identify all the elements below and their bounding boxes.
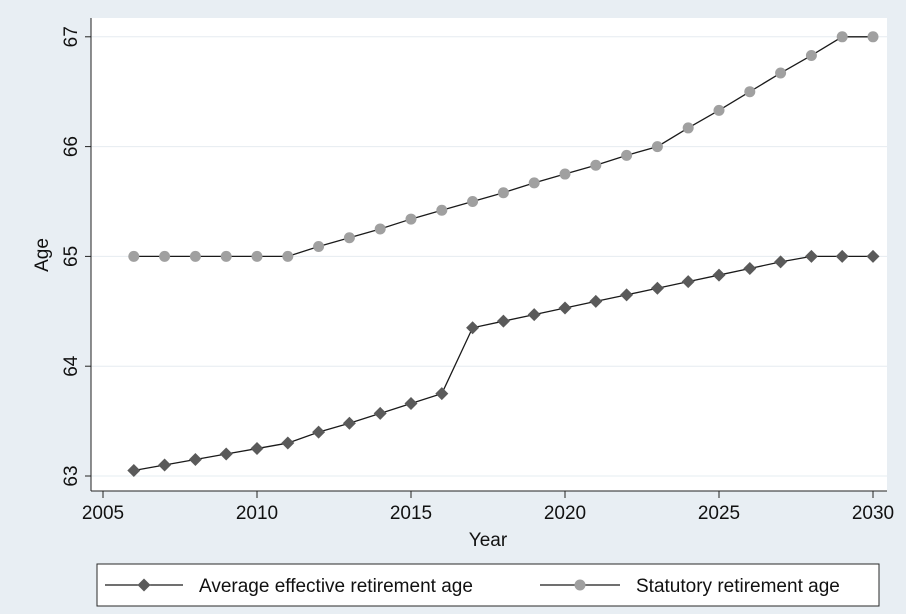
data-point-diamond: [342, 416, 356, 430]
data-point-diamond: [466, 321, 480, 335]
data-point-circle: [867, 31, 879, 43]
axes: 63 64 65 66 67 2005 2010 2015 2020 2025 2030: [61, 18, 894, 524]
data-point-circle: [467, 196, 479, 207]
data-point-circle: [559, 168, 571, 180]
data-point-circle: [497, 187, 509, 199]
y-tick-label: 63: [61, 465, 82, 486]
x-tick-label: 2030: [852, 503, 894, 524]
data-point-circle: [590, 159, 602, 171]
data-point-diamond: [558, 301, 572, 315]
data-point-circle: [405, 213, 417, 225]
y-tick-label: 66: [61, 136, 82, 157]
data-point-diamond: [743, 261, 757, 275]
data-point-circle: [713, 104, 725, 116]
data-point-diamond: [804, 249, 818, 263]
legend-label: Average effective retirement age: [199, 576, 473, 597]
plot-area: [91, 18, 887, 491]
data-point-diamond: [219, 447, 233, 461]
data-point-diamond: [774, 255, 788, 269]
data-point-diamond: [435, 387, 449, 401]
data-point-circle: [436, 204, 448, 216]
data-point-circle: [775, 67, 787, 79]
data-point-circle: [313, 241, 325, 253]
data-point-circle: [189, 250, 201, 262]
y-tick-label: 64: [61, 355, 82, 377]
x-axis-title: Year: [469, 530, 508, 551]
data-point-diamond: [312, 425, 326, 439]
data-point-circle: [651, 141, 663, 153]
data-point-diamond: [866, 249, 880, 263]
data-point-circle: [374, 223, 386, 235]
data-point-diamond: [527, 308, 541, 322]
data-point-diamond: [650, 281, 664, 295]
data-point-circle: [220, 250, 232, 262]
legend-marker-diamond: [137, 578, 151, 592]
data-point-circle: [805, 49, 817, 61]
data-point-diamond: [373, 406, 387, 420]
data-point-diamond: [158, 458, 172, 472]
data-point-circle: [343, 232, 355, 244]
legend-label: Statutory retirement age: [636, 576, 840, 597]
data-point-circle: [282, 250, 294, 262]
y-tick-label: 67: [61, 26, 82, 47]
y-axis-title: Age: [32, 238, 53, 272]
legend: Average effective retirement age Statutor…: [96, 563, 880, 607]
data-point-diamond: [681, 275, 695, 289]
legend-box: [96, 563, 880, 607]
data-point-circle: [682, 122, 694, 134]
data-point-diamond: [620, 288, 634, 302]
data-point-circle: [528, 177, 540, 189]
data-point-circle: [251, 250, 263, 262]
data-point-circle: [744, 86, 756, 98]
series-layer: [127, 31, 880, 478]
data-point-circle: [159, 250, 171, 262]
data-point-diamond: [712, 268, 726, 282]
x-tick-label: 2025: [698, 503, 740, 524]
legend-marker-circle: [574, 579, 586, 591]
data-point-diamond: [127, 464, 141, 478]
x-tick-label: 2010: [236, 503, 278, 524]
x-tick-label: 2005: [82, 503, 124, 524]
data-point-diamond: [835, 249, 849, 263]
data-point-diamond: [404, 397, 418, 411]
data-point-diamond: [188, 453, 202, 467]
x-tick-label: 2015: [390, 503, 432, 524]
data-point-diamond: [589, 294, 603, 308]
data-point-circle: [621, 149, 633, 161]
data-point-circle: [836, 31, 848, 43]
data-point-diamond: [250, 442, 264, 456]
x-tick-label: 2020: [544, 503, 586, 524]
data-point-circle: [128, 250, 140, 262]
data-point-diamond: [281, 436, 295, 450]
data-point-diamond: [496, 314, 510, 328]
y-tick-label: 65: [61, 246, 82, 267]
